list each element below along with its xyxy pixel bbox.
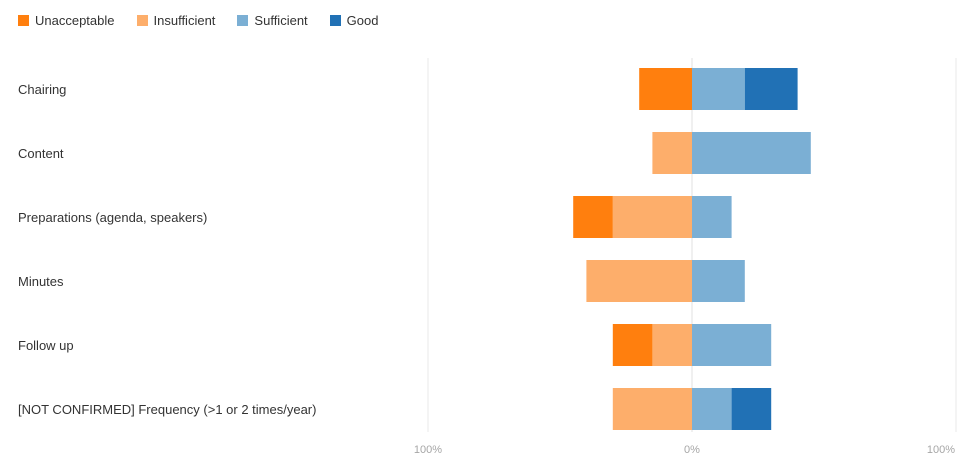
category-label: [NOT CONFIRMED] Frequency (>1 or 2 times…: [18, 402, 316, 417]
legend-item-insufficient: Insufficient: [136, 12, 216, 28]
legend-label: Unacceptable: [35, 12, 115, 28]
legend-swatch: [329, 14, 341, 26]
legend-swatch: [18, 14, 29, 26]
x-tick-label: 100%: [927, 444, 955, 456]
bar-insufficient: [586, 260, 692, 302]
bar-sufficient: [692, 196, 732, 238]
bar-sufficient: [692, 68, 745, 110]
x-tick-label: 0%: [684, 444, 700, 456]
bar-sufficient: [692, 388, 732, 430]
legend: Unacceptable Insufficient Sufficient Good: [18, 10, 400, 30]
bar-insufficient: [612, 388, 692, 430]
legend-item-sufficient: Sufficient: [237, 12, 308, 28]
legend-label: Sufficient: [254, 12, 308, 28]
bar-good: [731, 388, 772, 430]
bar-unacceptable: [612, 324, 653, 366]
legend-swatch: [136, 14, 148, 26]
legend-label: Good: [346, 12, 379, 28]
bar-good: [744, 68, 798, 110]
bar-insufficient: [652, 132, 692, 174]
bar-sufficient: [692, 260, 745, 302]
bar-sufficient: [692, 132, 811, 174]
category-label: Minutes: [18, 274, 64, 289]
legend-item-good: Good: [329, 12, 379, 28]
category-label: Chairing: [18, 82, 66, 97]
bar-unacceptable: [639, 68, 692, 110]
bar-unacceptable: [573, 196, 613, 238]
category-label: Content: [18, 146, 64, 161]
legend-item-unacceptable: Unacceptable: [18, 13, 115, 28]
bar-insufficient: [652, 324, 692, 366]
bar-insufficient: [612, 196, 692, 238]
category-label: Preparations (agenda, speakers): [18, 210, 207, 225]
category-label: Follow up: [18, 338, 74, 353]
legend-swatch: [237, 14, 249, 26]
bar-sufficient: [692, 324, 772, 366]
legend-label: Insufficient: [153, 12, 216, 28]
x-tick-label: 100%: [414, 444, 442, 456]
